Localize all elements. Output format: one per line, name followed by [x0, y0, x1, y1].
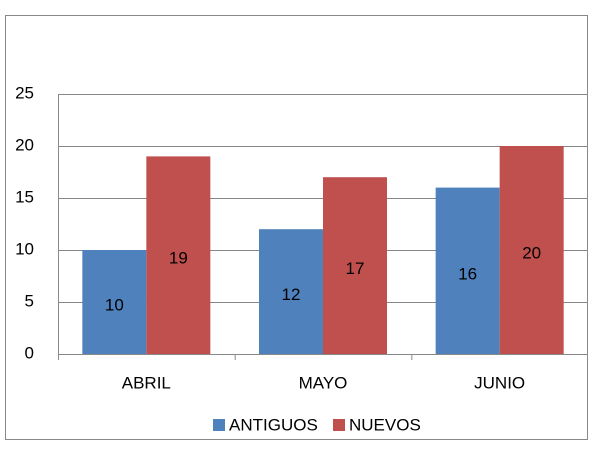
x-tick-label: ABRIL [122, 373, 171, 392]
y-tick-label: 20 [15, 135, 34, 154]
y-tick-label: 15 [15, 187, 34, 206]
bar [499, 146, 564, 354]
value-label: 20 [522, 243, 541, 262]
legend-swatch [333, 419, 345, 431]
x-tick-label: JUNIO [474, 373, 525, 392]
bar [435, 187, 500, 354]
bar [259, 229, 323, 354]
value-label: 12 [282, 285, 301, 304]
y-tick-label: 25 [15, 83, 34, 102]
legend-label: ANTIGUOS [229, 415, 318, 434]
bar [146, 156, 211, 354]
x-tick-label: MAYO [299, 373, 348, 392]
value-label: 19 [169, 249, 188, 268]
value-label: 16 [458, 264, 477, 283]
value-label: 17 [346, 259, 365, 278]
bar [82, 250, 147, 354]
value-label: 10 [105, 295, 124, 314]
y-tick-label: 10 [15, 239, 34, 258]
bar [323, 177, 387, 354]
legend-label: NUEVOS [349, 415, 421, 434]
y-tick-label: 0 [25, 343, 34, 362]
y-tick-label: 5 [25, 291, 34, 310]
legend-swatch [213, 419, 225, 431]
